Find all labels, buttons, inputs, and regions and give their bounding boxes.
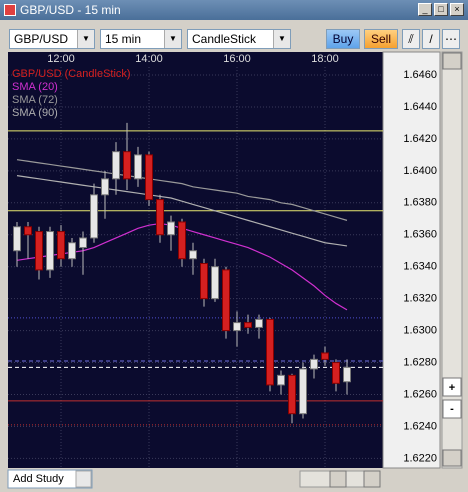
add-study: Add Study	[13, 473, 64, 485]
scroll-down[interactable]	[442, 449, 462, 467]
close-button[interactable]: ×	[450, 3, 464, 16]
candle-body	[112, 151, 120, 180]
y-tick-label: 1.6300	[403, 325, 437, 337]
legend-entry: SMA (72)	[12, 94, 58, 106]
candle-body	[90, 194, 98, 239]
y-tick-label: 1.6400	[403, 165, 437, 177]
interval-select[interactable]: 15 min ▼	[100, 29, 182, 49]
candle-body	[35, 231, 43, 271]
candle-body	[321, 352, 329, 360]
zoom-in-icon: +	[449, 382, 455, 394]
y-tick-label: 1.6420	[403, 133, 437, 145]
y-tick-label: 1.6380	[403, 197, 437, 209]
zoom-out-icon: -	[450, 403, 454, 415]
x-tick-label: 18:00	[311, 53, 339, 65]
candle-body	[288, 374, 296, 415]
candle-body	[299, 368, 307, 415]
candle-body	[167, 221, 175, 236]
candle-body	[233, 322, 241, 332]
candle-body	[24, 226, 32, 236]
price-axis	[382, 51, 441, 469]
legend-entry: GBP/USD (CandleStick)	[12, 68, 131, 80]
y-tick-label: 1.6220	[403, 452, 437, 464]
zoom-in[interactable]	[442, 377, 462, 397]
zoom-out[interactable]	[442, 399, 462, 419]
dropdown-arrow	[75, 470, 92, 488]
candle-body	[343, 366, 351, 383]
sma-line	[16, 159, 348, 221]
candle-body	[145, 154, 153, 201]
sma-line	[16, 175, 348, 247]
candle-body	[277, 374, 285, 386]
candle-body	[200, 263, 208, 300]
maximize-button[interactable]: □	[434, 3, 448, 16]
scroll-up[interactable]	[442, 52, 462, 70]
candle-body	[189, 250, 197, 260]
legend-entry: SMA (20)	[12, 81, 58, 93]
candle-body	[134, 154, 142, 180]
candle-body	[222, 269, 230, 332]
title-bar: GBP/USD - 15 min	[0, 0, 468, 20]
candle-body	[255, 318, 263, 328]
scroll-end[interactable]	[363, 470, 381, 488]
x-tick-label: 16:00	[223, 53, 251, 65]
settings-button[interactable]: ⋯	[442, 29, 460, 49]
vertical-scrollbar[interactable]	[441, 51, 463, 469]
line-tool-button[interactable]: /	[422, 29, 440, 49]
candle-body	[123, 151, 131, 180]
symbol-select[interactable]: GBP/USD ▼	[9, 29, 95, 49]
candle-body	[244, 322, 252, 328]
x-tick-label: 14:00	[135, 53, 163, 65]
interval: 15 min	[105, 32, 142, 46]
scroll-right[interactable]	[329, 470, 347, 488]
candle-body	[332, 362, 340, 384]
candle-body	[156, 199, 164, 236]
y-tick-label: 1.6240	[403, 420, 437, 432]
y-tick-label: 1.6280	[403, 356, 437, 368]
minimize-button[interactable]: _	[418, 3, 432, 16]
candle-body	[101, 178, 109, 196]
candle-body	[68, 242, 76, 260]
candle-body	[13, 226, 21, 252]
candle-body	[57, 231, 65, 260]
dropdown-arrow: ▼	[273, 30, 290, 48]
y-tick-label: 1.6460	[403, 69, 437, 81]
candle-body	[46, 231, 54, 271]
candle-body	[178, 221, 186, 260]
y-tick-label: 1.6320	[403, 293, 437, 305]
candle-body	[211, 266, 219, 300]
candle-body	[310, 358, 318, 370]
sell-button[interactable]: Sell	[364, 29, 398, 49]
plot-background	[8, 52, 383, 468]
dropdown-arrow: ▼	[164, 30, 181, 48]
legend-entry: SMA (90)	[12, 107, 58, 119]
y-tick-label: 1.6260	[403, 388, 437, 400]
chart-type: CandleStick	[192, 32, 257, 46]
symbol: GBP/USD	[14, 32, 69, 46]
add-study-select[interactable]	[7, 469, 93, 489]
buy-button[interactable]: Buy	[326, 29, 360, 49]
window-title: GBP/USD - 15 min	[20, 3, 121, 17]
y-tick-label: 1.6360	[403, 229, 437, 241]
app-icon	[4, 4, 16, 16]
candle-body	[266, 318, 274, 386]
chart-type-select[interactable]: CandleStick ▼	[187, 29, 291, 49]
x-tick-label: 12:00	[47, 53, 75, 65]
y-tick-label: 1.6440	[403, 101, 437, 113]
candle-body	[79, 237, 87, 249]
draw-tool-button[interactable]: ⫽	[402, 29, 420, 49]
dropdown-arrow: ▼	[77, 30, 94, 48]
y-tick-label: 1.6340	[403, 261, 437, 273]
